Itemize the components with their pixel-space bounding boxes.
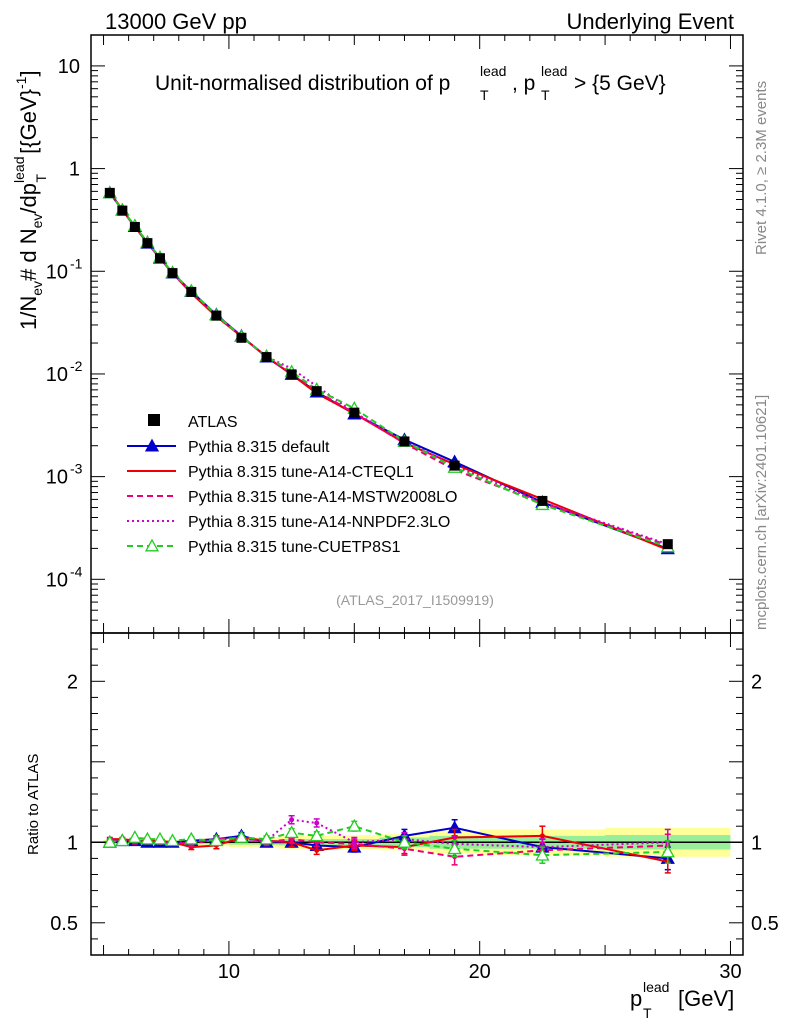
- legend-atlas-marker: [148, 414, 160, 426]
- plot-title: Unit-normalised distribution of p lead T…: [155, 63, 666, 103]
- atlas-point: [142, 238, 153, 249]
- ratio-marker: [140, 831, 155, 845]
- atlas-point: [662, 539, 673, 550]
- atlas-point: [311, 386, 322, 397]
- ratio-marker: [347, 818, 362, 832]
- legend: ATLAS Pythia 8.315 default Pythia 8.315 tu…: [127, 414, 457, 556]
- atlas-point: [261, 352, 272, 363]
- analysis-watermark: (ATLAS_2017_I1509919): [336, 592, 494, 608]
- atlas-point: [211, 310, 222, 321]
- mcplots-label: mcplots.cern.ch [arXiv:2401.10621]: [753, 395, 770, 630]
- title-comma: , p: [512, 72, 535, 95]
- ratio-tick-label-right: 2: [751, 671, 762, 693]
- ratio-y-label: Ratio to ATLAS: [25, 754, 42, 855]
- atlas-point: [167, 268, 178, 279]
- title-sup-1: lead: [480, 63, 506, 79]
- ratio-tick-label-right: 1: [751, 832, 762, 854]
- svg-text:T: T: [643, 1005, 652, 1021]
- svg-text:p: p: [630, 986, 642, 1011]
- ratio-tick-label: 0.5: [50, 913, 78, 935]
- ratio-frame: [90, 632, 744, 956]
- atlas-point: [537, 495, 548, 506]
- atlas-point: [129, 221, 140, 232]
- ratio-marker: [309, 828, 324, 842]
- y-tick-exponent: -1: [70, 255, 83, 271]
- atlas-point: [349, 407, 360, 418]
- y-tick-label: 10: [46, 364, 68, 386]
- legend-label: Pythia 8.315 tune-A14-CTEQL1: [188, 464, 414, 481]
- y-tick-label: 10: [58, 56, 80, 78]
- title-main: Unit-normalised distribution of p: [155, 72, 450, 95]
- y-tick-exponent: -4: [70, 563, 83, 579]
- y-tick-label: 10: [46, 261, 68, 283]
- x-axis-label: p lead T [GeV]: [630, 979, 734, 1021]
- ratio-marker: [209, 833, 224, 847]
- legend-label: Pythia 8.315 tune-CUETP8S1: [188, 539, 401, 556]
- ratio-marker: [447, 841, 462, 855]
- legend-label: Pythia 8.315 tune-A14-NNPDF2.3LO: [188, 514, 450, 531]
- svg-text:[GeV]: [GeV]: [678, 986, 734, 1011]
- ratio-tick-label: 2: [67, 671, 78, 693]
- title-cond: > {5 GeV}: [574, 72, 666, 95]
- atlas-point: [286, 369, 297, 380]
- rivet-label: Rivet 4.1.0, ≥ 2.3M events: [753, 81, 770, 255]
- x-tick-label: 20: [469, 961, 491, 983]
- atlas-point: [154, 253, 165, 264]
- main-series: [102, 185, 675, 555]
- atlas-point: [117, 205, 128, 216]
- ratio-marker: [259, 831, 274, 845]
- y-tick-label: 10: [46, 467, 68, 489]
- legend-atlas-label: ATLAS: [188, 414, 238, 431]
- ratio-marker: [539, 833, 545, 839]
- ratio-tick-label-right: 0.5: [751, 913, 779, 935]
- x-tick-label: 10: [218, 961, 240, 983]
- legend-marker: [144, 438, 160, 452]
- title-sub-2: T: [541, 87, 550, 103]
- header-right: Underlying Event: [566, 9, 734, 34]
- ratio-marker: [234, 830, 249, 843]
- title-sup-2: lead: [541, 63, 567, 79]
- ratio-marker: [165, 833, 180, 847]
- ratio-marker: [102, 834, 117, 848]
- ratio-marker: [314, 847, 320, 853]
- ratio-marker: [535, 847, 550, 861]
- atlas-point: [449, 460, 460, 471]
- atlas-point: [399, 436, 410, 447]
- ratio-marker: [314, 820, 320, 826]
- y-tick-exponent: -2: [70, 358, 83, 374]
- title-sub-1: T: [480, 87, 489, 103]
- y-tick-exponent: -3: [70, 461, 83, 477]
- legend-label: Pythia 8.315 tune-A14-MSTW2008LO: [188, 489, 457, 506]
- y-tick-label: 10: [46, 569, 68, 591]
- atlas-point: [186, 286, 197, 297]
- atlas-point: [236, 332, 247, 343]
- ratio-marker: [660, 844, 675, 858]
- header-left: 13000 GeV pp: [105, 9, 247, 34]
- ratio-marker: [289, 817, 295, 823]
- ratio-marker: [127, 830, 142, 843]
- legend-marker: [144, 538, 160, 552]
- ratio-marker: [184, 831, 199, 845]
- ratio-marker: [397, 834, 412, 848]
- ratio-series: [102, 814, 675, 874]
- ratio-marker: [152, 831, 168, 845]
- ratio-marker: [115, 833, 130, 847]
- ratio-marker: [351, 839, 357, 845]
- ratio-tick-label: 1: [67, 832, 78, 854]
- x-tick-label: 30: [719, 961, 741, 983]
- y-axis-label: 1/Nev# d Nev/dplead T [{GeV}-1]: [11, 70, 49, 330]
- ratio-marker: [284, 825, 299, 839]
- atlas-point: [104, 187, 115, 198]
- y-tick-label: 1: [69, 159, 80, 181]
- svg-text:lead: lead: [643, 979, 669, 995]
- legend-label: Pythia 8.315 default: [188, 439, 330, 456]
